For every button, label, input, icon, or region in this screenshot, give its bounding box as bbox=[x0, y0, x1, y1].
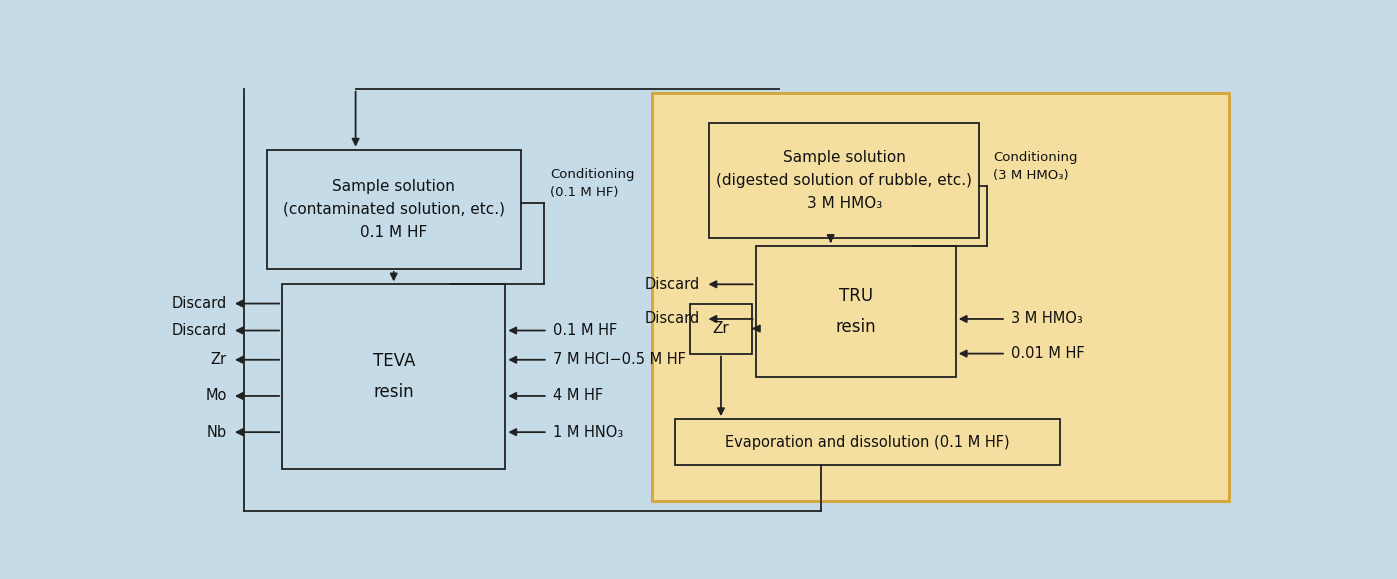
Text: 0.01 M HF: 0.01 M HF bbox=[1011, 346, 1085, 361]
Text: Mo: Mo bbox=[205, 389, 226, 404]
Text: TEVA
resin: TEVA resin bbox=[373, 353, 415, 401]
Bar bbox=[756, 246, 956, 377]
Text: Nb: Nb bbox=[207, 424, 226, 439]
Bar bbox=[267, 149, 521, 269]
Text: 0.1 M HF: 0.1 M HF bbox=[553, 323, 617, 338]
Text: Discard: Discard bbox=[172, 296, 226, 311]
Bar bbox=[675, 419, 1060, 466]
Text: Evaporation and dissolution (0.1 M HF): Evaporation and dissolution (0.1 M HF) bbox=[725, 435, 1010, 450]
Bar bbox=[282, 284, 506, 469]
Bar bbox=[651, 93, 1229, 501]
Text: Conditioning
(3 M HMO₃): Conditioning (3 M HMO₃) bbox=[993, 151, 1077, 182]
Bar bbox=[690, 303, 752, 354]
Text: Conditioning
(0.1 M HF): Conditioning (0.1 M HF) bbox=[550, 168, 634, 199]
Text: 3 M HMO₃: 3 M HMO₃ bbox=[1011, 312, 1083, 327]
Text: Zr: Zr bbox=[211, 352, 226, 367]
Text: Discard: Discard bbox=[645, 277, 700, 292]
Text: Zr: Zr bbox=[712, 321, 729, 336]
Text: 4 M HF: 4 M HF bbox=[553, 389, 604, 404]
Bar bbox=[710, 123, 979, 238]
Text: Sample solution
(contaminated solution, etc.)
0.1 M HF: Sample solution (contaminated solution, … bbox=[282, 179, 504, 240]
Text: Sample solution
(digested solution of rubble, etc.)
3 M HMO₃: Sample solution (digested solution of ru… bbox=[717, 150, 972, 211]
Text: Discard: Discard bbox=[172, 323, 226, 338]
Text: 1 M HNO₃: 1 M HNO₃ bbox=[553, 424, 623, 439]
Text: Discard: Discard bbox=[645, 312, 700, 327]
Text: TRU
resin: TRU resin bbox=[835, 287, 876, 336]
Text: 7 M HCl−0.5 M HF: 7 M HCl−0.5 M HF bbox=[553, 352, 686, 367]
